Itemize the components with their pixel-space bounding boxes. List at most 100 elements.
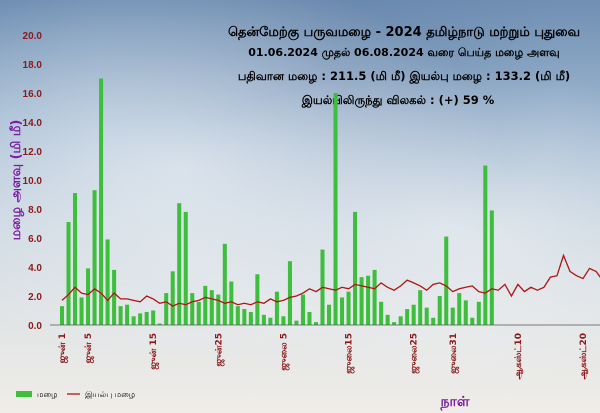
- rain-bar: [79, 297, 84, 325]
- rain-bar: [300, 294, 305, 325]
- rain-bar: [190, 293, 195, 325]
- rain-bar: [281, 316, 286, 325]
- rain-bar: [209, 290, 214, 325]
- rain-bar: [105, 239, 110, 325]
- y-tick-label: 6.0: [28, 234, 42, 245]
- legend: மழை இயல்பு மழை: [16, 390, 135, 400]
- title-line-1: தென்மேற்கு பருவமழை - 2024 தமிழ்நாடு மற்ற…: [228, 25, 580, 40]
- rain-bar: [59, 306, 65, 325]
- rain-bar: [144, 311, 149, 325]
- rain-bar: [359, 277, 364, 325]
- rain-bar: [398, 316, 403, 325]
- y-tick-label: 14.0: [23, 118, 43, 129]
- x-tick-label: ஜுலை31: [449, 333, 459, 374]
- rain-bar: [274, 291, 279, 325]
- rain-bar: [235, 306, 240, 325]
- title-line-4: இயல்பிலிருந்து விலகல் : (+) 59 %: [301, 93, 495, 108]
- rain-bar: [294, 320, 299, 325]
- rain-bar: [73, 193, 78, 325]
- x-tick-label: ஜுன் 5: [84, 333, 94, 363]
- rain-bar: [222, 243, 227, 325]
- rain-bar: [450, 307, 455, 325]
- chart-title: தென்மேற்கு பருவமழை - 2024 தமிழ்நாடு மற்ற…: [228, 25, 580, 108]
- rain-bar: [444, 236, 449, 325]
- y-tick-label: 4.0: [28, 263, 42, 274]
- rain-bar: [392, 322, 397, 325]
- rain-bar: [131, 316, 136, 325]
- rain-bar: [366, 275, 371, 325]
- rain-bar: [125, 304, 130, 325]
- rain-bar: [483, 165, 488, 325]
- rain-bar: [307, 311, 312, 325]
- legend-label-normal: இயல்பு மழை: [85, 390, 135, 400]
- y-tick-label: 18.0: [23, 60, 43, 71]
- rain-bar: [268, 317, 273, 325]
- y-axis-ticks: 0.0 2.0 4.0 6.0 8.0 10.0 12.0 14.0 16.0 18.0 20.0: [23, 31, 43, 332]
- rain-bar: [411, 304, 416, 325]
- rain-bar: [164, 293, 169, 325]
- rain-bar: [463, 300, 468, 325]
- y-tick-label: 16.0: [23, 89, 43, 100]
- rain-bar: [287, 261, 292, 325]
- x-tick-label: ஜுலை15: [345, 333, 355, 374]
- rain-bar: [424, 307, 429, 325]
- rain-bar: [346, 291, 351, 325]
- rain-bar: [313, 322, 319, 325]
- rain-bar: [112, 269, 117, 325]
- rain-bar: [431, 317, 436, 325]
- rain-bar: [379, 301, 384, 325]
- rain-bar: [476, 301, 481, 325]
- rain-bar: [255, 274, 260, 325]
- x-tick-label: ஜுன் 1: [58, 333, 68, 363]
- rain-bar: [333, 93, 338, 325]
- rain-bar: [372, 269, 377, 325]
- y-axis-label: மழை அளவு (மி மீ): [8, 120, 24, 241]
- rain-bar: [385, 314, 390, 325]
- rain-bar: [66, 222, 71, 325]
- title-line-2: 01.06.2024 முதல் 06.08.2024 வரை பெய்த மழ…: [248, 46, 559, 60]
- rain-bar: [196, 301, 201, 325]
- rain-bar: [353, 211, 358, 325]
- legend-label-rain: மழை: [37, 390, 57, 399]
- rain-bar: [86, 268, 91, 325]
- rain-bar: [203, 285, 208, 325]
- rain-bar: [242, 309, 247, 325]
- rain-bar: [92, 190, 97, 325]
- rain-bars: [59, 78, 494, 325]
- legend-swatch-rain: [16, 391, 32, 397]
- x-tick-label: ஜுன் 15: [149, 333, 159, 370]
- rain-bar: [340, 297, 345, 325]
- x-tick-label: ஜுன்25: [214, 333, 224, 366]
- rain-bar: [437, 296, 442, 325]
- rain-bar: [489, 210, 494, 325]
- rain-bar: [405, 309, 410, 325]
- y-tick-label: 12.0: [23, 147, 43, 158]
- rain-bar: [138, 313, 143, 325]
- rain-bar: [177, 203, 182, 325]
- x-tick-label: ஜுலை 5: [279, 333, 289, 371]
- rain-bar: [216, 294, 221, 325]
- x-tick-label: ஜுலை25: [410, 333, 420, 374]
- normal-rain-line: [61, 253, 600, 307]
- rain-bar: [418, 290, 423, 325]
- rain-bar: [99, 78, 104, 325]
- rain-bar: [118, 306, 123, 325]
- x-axis-ticks: ஜுன் 1 ஜுன் 5 ஜுன் 15 ஜுன்25 ஜுலை 5 ஜுலை15 ஜுல…: [58, 333, 589, 380]
- rain-bar: [457, 293, 462, 325]
- rain-bar: [170, 271, 175, 325]
- rain-bar: [151, 310, 156, 325]
- y-tick-label: 10.0: [23, 176, 43, 187]
- y-tick-label: 0.0: [28, 321, 42, 332]
- y-tick-label: 20.0: [23, 31, 43, 42]
- rain-bar: [157, 323, 162, 325]
- rain-bar: [229, 281, 234, 325]
- rain-bar: [326, 304, 332, 325]
- rain-bar: [183, 211, 188, 325]
- title-line-3: பதிவான மழை : 211.5 (மி மீ) இயல்பு மழை : …: [238, 69, 570, 84]
- x-tick-label: ஆகஸ்ட்10: [514, 333, 524, 380]
- x-axis-label: நாள்: [440, 394, 470, 411]
- y-tick-label: 8.0: [28, 205, 42, 216]
- y-tick-label: 2.0: [28, 292, 42, 303]
